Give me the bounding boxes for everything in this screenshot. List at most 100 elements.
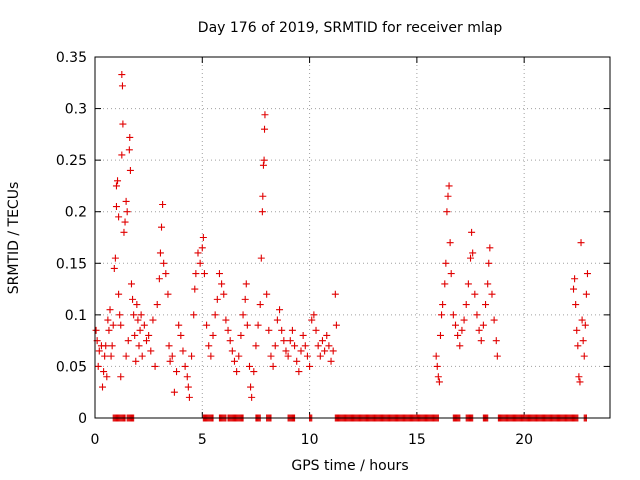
x-tick-label: 5 [198,432,207,448]
data-point [188,352,196,360]
data-point [467,254,475,262]
data-point [442,259,450,267]
data-point [284,352,292,360]
data-point [116,311,124,319]
data-point [110,264,118,272]
data-point [220,290,228,298]
data-point [464,280,472,288]
data-point [233,368,241,376]
y-tick-label: 0.25 [56,153,87,169]
chart-title: Day 176 of 2019, SRMTID for receiver mla… [198,20,503,36]
data-point [248,393,256,401]
data-point [471,290,479,298]
data-point [147,347,155,355]
data-point [239,311,247,319]
data-point [199,234,207,241]
data-point [95,347,103,355]
y-tick-label: 0.05 [56,359,87,375]
data-point [572,301,580,309]
data-point [259,192,267,200]
data-point [190,311,198,319]
data-point [118,151,126,159]
data-point [107,352,115,360]
y-tick-label: 0.3 [65,102,87,118]
data-point [574,342,582,350]
data-point [205,342,213,350]
data-point [168,352,176,360]
data-point [117,373,125,381]
data-point [181,362,189,370]
data-point [578,316,586,324]
data-point [118,71,126,79]
data-point [492,337,500,345]
data-point [133,301,141,309]
data-point [291,342,299,350]
data-point [135,342,143,350]
data-point [196,259,204,267]
data-point [445,182,453,190]
data-point [441,280,449,288]
data-point [112,203,120,211]
data-point [111,254,119,262]
data-point [136,326,144,334]
data-point [468,228,476,236]
x-tick-label: 15 [408,432,426,448]
y-tick-label: 0.15 [56,256,87,272]
data-point [159,200,167,208]
y-tick-label: 0.35 [56,50,87,66]
data-point [446,239,454,247]
data-point [329,347,337,355]
data-point [449,311,457,319]
data-point [102,342,110,350]
grid [95,57,610,418]
data-point [452,321,459,329]
data-point [332,321,340,329]
y-axis-label: SRMTID / TECUs [6,182,22,295]
data-point [175,321,183,329]
data-point [149,316,157,324]
data-point [114,177,122,185]
data-point [120,228,128,236]
data-point [129,295,137,303]
data-point [462,301,470,309]
data-point [140,321,148,329]
data-point [254,321,262,329]
data-point [295,368,303,376]
data-point [325,342,333,350]
data-point [241,295,249,303]
data-point [433,362,441,370]
data-point [132,357,140,365]
data-point [299,331,307,339]
data-point [166,357,174,365]
data-point [571,275,579,283]
data-point [117,321,125,329]
data-point [581,321,589,329]
data-point [100,368,108,376]
x-tick-label: 0 [91,432,100,448]
data-point [278,326,286,334]
data-point [170,388,178,396]
data-points [92,71,591,422]
data-point [156,249,164,257]
data-point [261,125,269,133]
data-point [583,270,591,278]
data-point [484,280,492,288]
data-point [230,357,238,365]
data-point [434,373,442,381]
data-point [258,208,266,216]
data-point [263,290,271,298]
data-point [183,373,191,381]
data-point [160,259,168,267]
data-point [198,244,206,252]
data-point [576,378,584,386]
data-point [469,249,477,257]
data-point [265,326,273,334]
data-point [130,311,138,319]
data-point [260,156,268,164]
x-axis-label: GPS time / hours [291,458,408,474]
data-point [308,316,316,324]
data-point [250,368,258,376]
data-point [162,270,170,278]
data-point [173,368,181,376]
data-point [256,301,264,309]
